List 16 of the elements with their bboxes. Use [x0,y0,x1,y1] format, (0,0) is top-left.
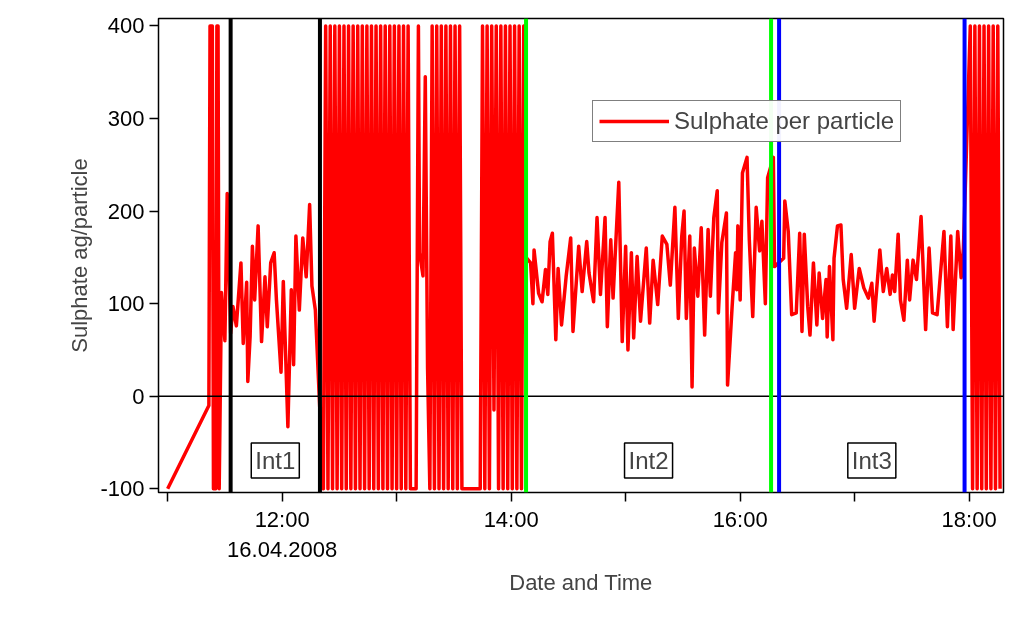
annotation: Int1 [255,447,296,474]
annotation: Int3 [851,447,892,474]
x-tick-label: 12:00 16.04.2008 [227,506,338,562]
legend-label: Sulphate per particle [674,107,895,135]
y-tick-label: 300 [107,105,145,131]
y-tick-label: 400 [107,13,145,39]
x-tick-label: 16:00 [712,506,768,532]
y-tick-label: -100 [100,476,145,502]
y-tick-label: 100 [107,291,145,317]
y-tick-label: 200 [107,198,145,224]
x-tick-label: 14:00 [483,506,539,532]
annotation: Int2 [628,447,669,474]
y-tick-label: 0 [132,383,145,409]
x-tick-label: 18:00 [941,506,997,532]
y-axis-title: Sulphate ag/particle [67,158,93,353]
x-axis-title: Date and Time [509,569,653,595]
